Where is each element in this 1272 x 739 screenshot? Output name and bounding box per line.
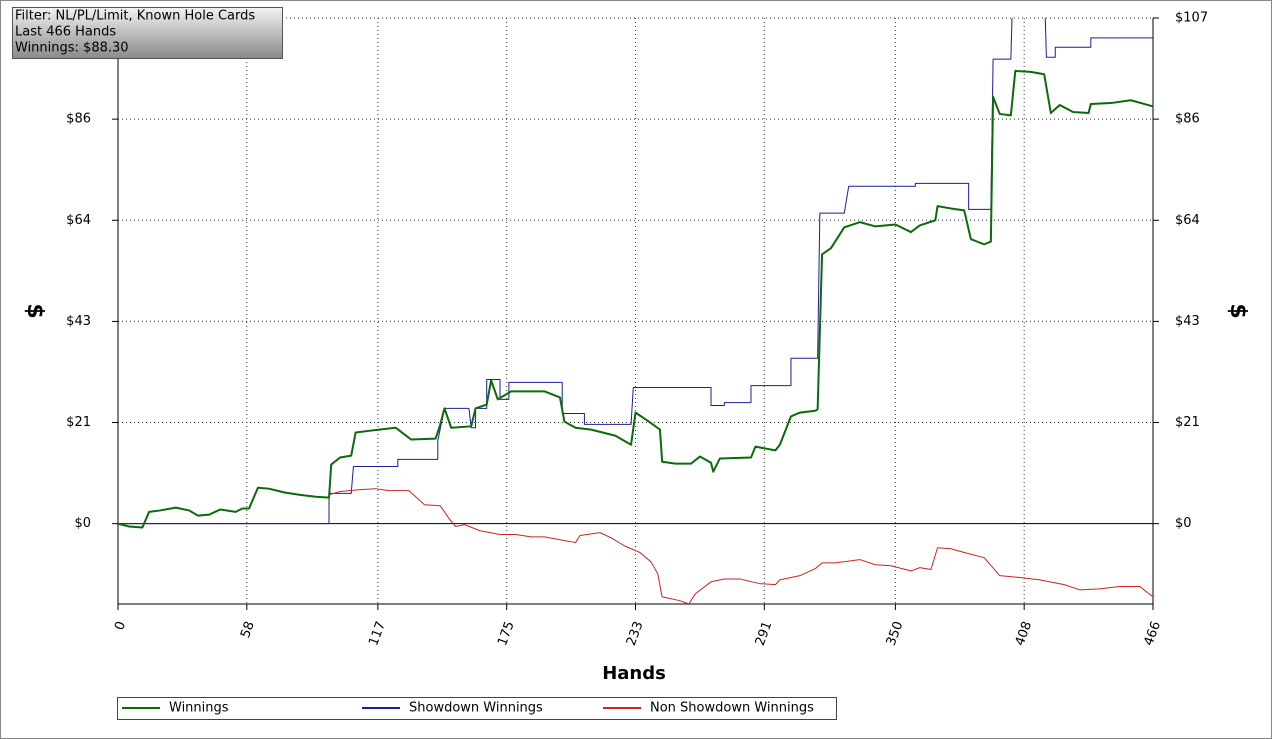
series-line: [118, 69, 1153, 529]
x-tick-label: 58: [238, 619, 258, 640]
legend-label: Non Showdown Winnings: [650, 701, 814, 716]
x-axis-label: Hands: [602, 663, 666, 684]
legend-label: Showdown Winnings: [409, 701, 543, 716]
y2-axis-label: $: [1225, 303, 1250, 318]
y-tick-label: $0: [74, 516, 91, 531]
info-line: Last 466 Hands: [15, 25, 116, 40]
y-tick-label: $43: [66, 314, 91, 329]
y-tick-label: $64: [66, 213, 91, 228]
y2-tick-label: $43: [1175, 314, 1200, 329]
info-line: Filter: NL/PL/Limit, Known Hole Cards: [15, 9, 255, 24]
series-line: [328, 488, 1153, 604]
info-line: Winnings: $88.30: [15, 41, 129, 56]
series-group: [118, 18, 1153, 604]
y-tick-label: $86: [66, 112, 91, 127]
y2-tick-label: $107: [1175, 11, 1208, 26]
info-box: Filter: NL/PL/Limit, Known Hole CardsLas…: [12, 7, 283, 59]
y-axis-label: $: [22, 303, 47, 318]
y2-tick-label: $0: [1175, 516, 1192, 531]
legend-box: [117, 697, 837, 720]
y2-tick-label: $64: [1175, 213, 1200, 228]
y2-tick-label: $21: [1175, 415, 1200, 430]
info-box-bg: [12, 7, 283, 59]
y-tick-label: $21: [66, 415, 91, 430]
plot-area: $0$21$43$64$86$107$0$21$43$64$86$1070581…: [58, 11, 1208, 648]
y2-tick-label: $86: [1175, 112, 1200, 127]
legend: Winnings Showdown Winnings Non Showdown Wi…: [117, 697, 837, 720]
legend-label: Winnings: [169, 701, 229, 716]
